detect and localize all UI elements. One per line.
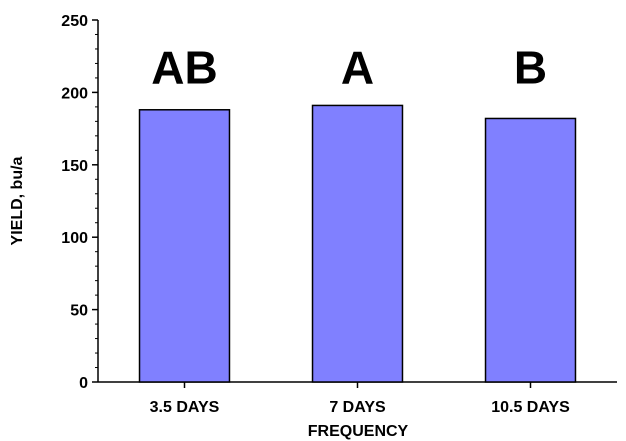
y-axis-ticks: 0 50 100 150 200 250 [61,13,98,392]
x-axis-ticks: 3.5 DAYS 7 DAYS 10.5 DAYS [150,382,570,416]
bars [138,104,577,383]
y-tick-label: 250 [61,13,88,30]
y-tick-label: 100 [61,230,88,247]
y-tick-label: 50 [70,303,88,320]
y-tick-label: 150 [61,158,88,175]
y-tick-label: 0 [79,375,88,392]
x-axis-title: FREQUENCY [308,423,409,440]
significance-letter: AB [151,42,217,94]
bar [484,117,577,383]
significance-letter: B [514,42,547,94]
x-tick-label: 7 DAYS [329,399,386,416]
significance-letters: AB A B [151,42,547,94]
y-axis-title: YIELD, bu/a [9,156,26,245]
x-tick-label: 3.5 DAYS [150,399,220,416]
bar [311,104,404,383]
x-tick-label: 10.5 DAYS [491,399,570,416]
significance-letter: A [341,42,374,94]
bar [138,109,231,383]
y-tick-label: 200 [61,85,88,102]
